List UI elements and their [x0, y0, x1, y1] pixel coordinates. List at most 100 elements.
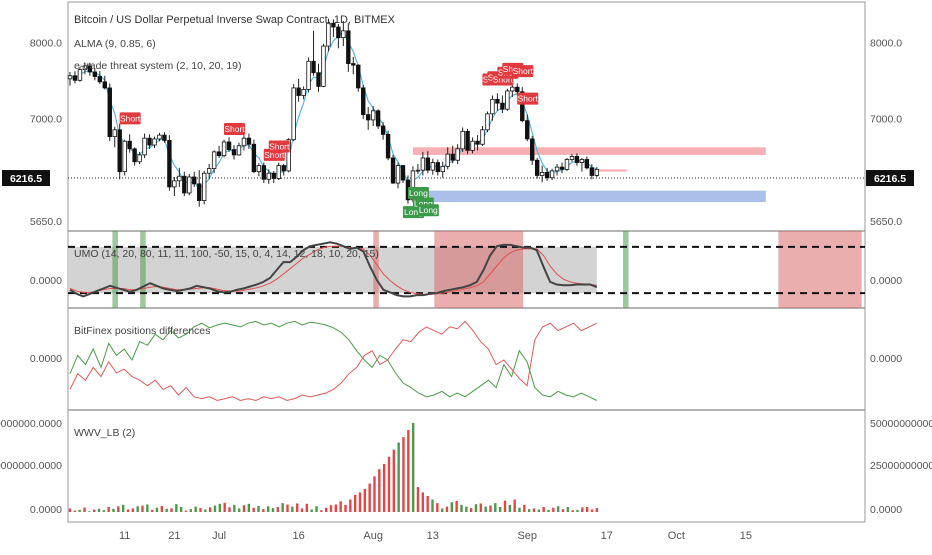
candle-down — [132, 148, 137, 163]
candle-down — [167, 140, 172, 188]
signal-label: Long — [409, 188, 428, 198]
bitfinex-green-line — [69, 320, 598, 401]
signal-label: Short — [493, 75, 514, 85]
candle-up — [201, 172, 207, 201]
long-signal: Long — [417, 204, 439, 217]
candle-down — [589, 167, 595, 176]
candle-down — [97, 76, 103, 83]
umo-main-line — [69, 241, 598, 298]
signal-label: Short — [518, 94, 539, 104]
signal-box — [517, 92, 539, 105]
candle-down — [331, 22, 336, 28]
x-tick-label: 15 — [740, 530, 752, 542]
candle-down — [365, 114, 371, 121]
signal-box — [119, 112, 141, 125]
signal-label: Short — [513, 66, 534, 76]
long-signal: Long — [407, 186, 429, 199]
candle-down — [281, 165, 286, 172]
price-tick-right: 5650.0 — [870, 216, 902, 228]
signal-label: Short — [264, 150, 285, 160]
candle-down — [251, 143, 257, 173]
candle-down — [102, 81, 107, 89]
candle-up — [415, 169, 421, 172]
x-tick-label: 13 — [427, 530, 439, 542]
candle-up — [291, 87, 296, 141]
candle-up — [549, 170, 555, 179]
candle-down — [296, 87, 301, 96]
candle-down — [117, 129, 122, 173]
signal-label: Long — [414, 198, 433, 208]
badge-text: 6216.5 — [10, 173, 42, 185]
candle-down — [192, 176, 197, 185]
candle-down — [584, 159, 590, 169]
umo-shade — [112, 231, 118, 308]
candle-up — [564, 159, 570, 170]
candle-up — [341, 30, 346, 39]
candle-up — [445, 153, 450, 167]
short-signal: Short — [517, 92, 539, 105]
price-tick-left: 7000.0 — [30, 113, 62, 125]
umo-tick-right: 0.0000 — [870, 275, 902, 287]
indicator-label: ALMA (9, 0.85, 6) — [74, 38, 156, 50]
price-tick-right: 8000.0 — [870, 37, 902, 49]
candle-down — [495, 98, 500, 104]
candle-down — [147, 137, 152, 146]
candle-up — [77, 69, 83, 81]
bitfinex-red-line — [69, 320, 598, 402]
signal-box — [407, 186, 429, 199]
candle-up — [67, 75, 73, 80]
candle-up — [286, 139, 291, 172]
candle-down — [450, 153, 455, 161]
candle-up — [490, 98, 495, 115]
candle-up — [276, 165, 281, 179]
short-signal: Short — [224, 123, 246, 136]
candle-down — [107, 87, 112, 138]
candle-down — [336, 26, 341, 39]
signal-box — [224, 123, 246, 136]
candle-down — [465, 130, 470, 151]
signal-label: Short — [269, 142, 290, 152]
zone-marker — [596, 169, 627, 172]
candle-up — [152, 138, 157, 146]
zone-support — [412, 190, 766, 203]
short-signal: Short — [268, 140, 290, 153]
umo-shade — [140, 231, 146, 308]
candle-down — [231, 149, 237, 156]
candle-down — [216, 151, 222, 157]
umo-shade — [373, 231, 379, 308]
candle-down — [226, 141, 232, 150]
candle-up — [306, 60, 311, 90]
candle-down — [475, 140, 480, 145]
candle-up — [440, 165, 445, 173]
signal-label: Short — [120, 113, 141, 123]
candle-up — [172, 180, 177, 188]
candle-up — [510, 86, 515, 92]
candle-up — [122, 140, 127, 173]
candle-down — [361, 87, 366, 115]
candle-up — [82, 65, 88, 71]
bitfinex-tick-right: 0.0000 — [870, 353, 902, 365]
signal-box — [268, 140, 290, 153]
umo-shade — [623, 231, 629, 308]
x-tick-label: 16 — [292, 530, 304, 542]
candle-up — [221, 141, 227, 157]
candle-up — [395, 165, 401, 184]
wwv-tick-left: 0.0000 — [30, 504, 62, 516]
candle-down — [534, 159, 540, 176]
wwv-tick-right: 0.0000 — [870, 504, 902, 516]
x-tick-label: 21 — [168, 530, 180, 542]
candle-up — [455, 148, 460, 161]
candle-up — [539, 172, 545, 176]
candle-down — [346, 30, 351, 64]
candle-up — [241, 137, 247, 147]
candle-up — [266, 172, 271, 180]
x-tick-label: Jul — [212, 530, 226, 542]
candle-up — [137, 154, 142, 163]
candle-up — [594, 168, 600, 176]
candle-up — [460, 130, 465, 150]
candle-down — [435, 162, 440, 173]
candle-up — [579, 159, 585, 163]
